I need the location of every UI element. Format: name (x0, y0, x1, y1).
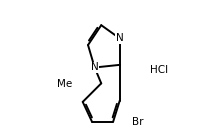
Text: N: N (116, 33, 124, 43)
Text: Me: Me (57, 79, 72, 89)
Text: Br: Br (132, 117, 143, 127)
Text: N: N (91, 63, 99, 72)
Text: HCl: HCl (150, 65, 168, 75)
